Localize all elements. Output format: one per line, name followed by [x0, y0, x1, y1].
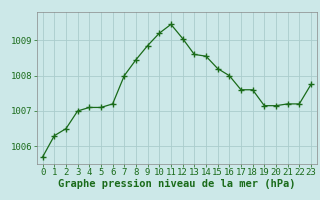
X-axis label: Graphe pression niveau de la mer (hPa): Graphe pression niveau de la mer (hPa) — [58, 179, 296, 189]
